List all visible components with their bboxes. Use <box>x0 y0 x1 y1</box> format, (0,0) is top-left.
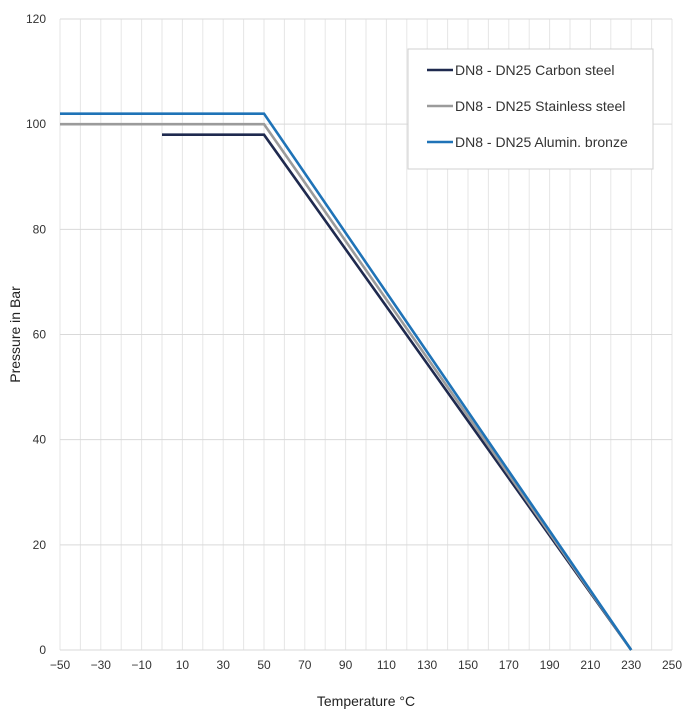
y-tick-label: 0 <box>39 643 46 657</box>
x-tick-label: 30 <box>217 658 231 672</box>
series-line-2 <box>60 122 633 651</box>
x-tick-label: 110 <box>377 658 396 672</box>
x-tick-label: −30 <box>91 658 112 672</box>
x-tick-label: 50 <box>257 658 271 672</box>
x-tick-label: 210 <box>580 658 600 672</box>
x-tick-label: 190 <box>540 658 560 672</box>
x-tick-label: −10 <box>131 658 152 672</box>
x-tick-label: 250 <box>662 658 682 672</box>
legend-label-1: DN8 - DN25 Carbon steel <box>455 62 615 78</box>
legend-label-3: DN8 - DN25 Alumin. bronze <box>455 134 628 150</box>
y-tick-label: 60 <box>33 328 47 342</box>
x-axis-ticks: −50 −30 −10 10 30 50 70 90 110 130 150 170 190 210 230… <box>50 658 683 672</box>
x-tick-label: 170 <box>499 658 519 672</box>
data-series <box>60 112 633 651</box>
y-tick-label: 100 <box>26 117 46 131</box>
y-tick-label: 80 <box>33 222 47 236</box>
x-tick-label: −50 <box>50 658 71 672</box>
x-axis-title: Temperature °C <box>317 693 415 709</box>
x-tick-label: 150 <box>458 658 478 672</box>
legend: DN8 - DN25 Carbon steel DN8 - DN25 Stainl… <box>407 48 654 170</box>
x-tick-label: 10 <box>176 658 190 672</box>
y-tick-label: 120 <box>26 12 46 26</box>
x-tick-label: 130 <box>417 658 437 672</box>
legend-label-2: DN8 - DN25 Stainless steel <box>455 98 625 114</box>
x-tick-label: 90 <box>339 658 353 672</box>
y-tick-label: 40 <box>33 433 47 447</box>
y-tick-label: 20 <box>33 538 47 552</box>
x-tick-label: 70 <box>298 658 312 672</box>
series-line-3 <box>60 112 633 651</box>
y-axis-title: Pressure in Bar <box>7 286 23 383</box>
x-tick-label: 230 <box>621 658 641 672</box>
y-axis-ticks: 0 20 40 60 80 100 120 <box>26 12 46 657</box>
series-line-1 <box>162 133 633 651</box>
